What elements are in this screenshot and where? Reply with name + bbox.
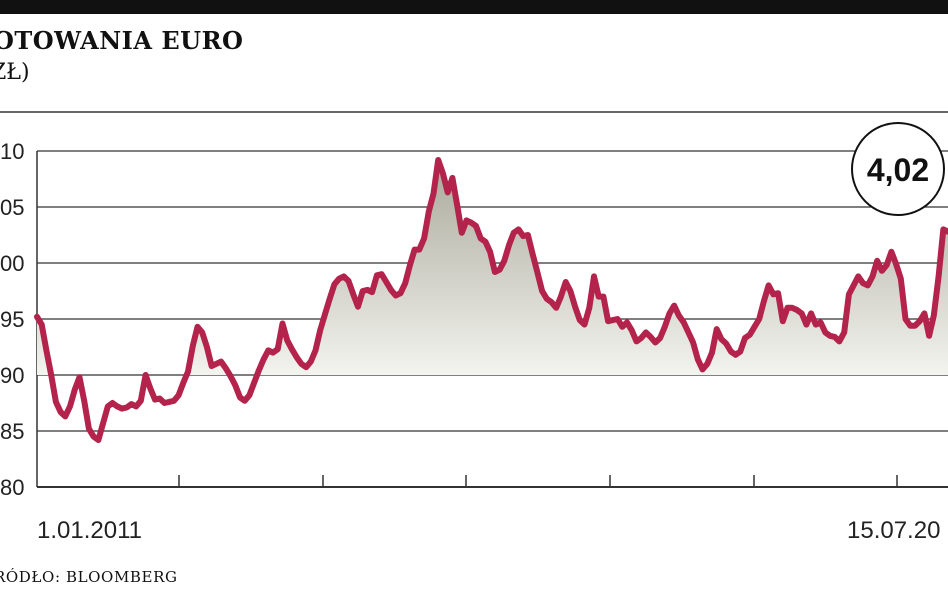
- callout-circle: [851, 122, 945, 216]
- y-axis-labels: 10 05 00 95 90 85 80: [0, 139, 24, 500]
- y-tick-label: 00: [0, 251, 24, 276]
- y-tick-label: 80: [0, 475, 24, 500]
- value-callout: 4,02: [851, 122, 945, 216]
- x-axis-ticks: [178, 475, 898, 487]
- chart-unit-label: ZŁ): [0, 60, 30, 85]
- chart-title: OTOWANIA EURO: [0, 26, 244, 55]
- y-tick-label: 05: [0, 195, 24, 220]
- y-tick-label: 90: [0, 363, 24, 388]
- y-tick-label: 85: [0, 419, 24, 444]
- x-label-start: 1.01.2011: [37, 517, 142, 544]
- y-tick-label: 10: [0, 139, 24, 164]
- source-note: RÓDŁO: BLOOMBERG: [0, 568, 178, 586]
- x-label-end: 15.07.20: [847, 517, 940, 544]
- callout-value: 4,02: [867, 152, 929, 188]
- price-line: [34, 157, 948, 443]
- top-bar: [0, 0, 948, 14]
- y-tick-label: 95: [0, 307, 24, 332]
